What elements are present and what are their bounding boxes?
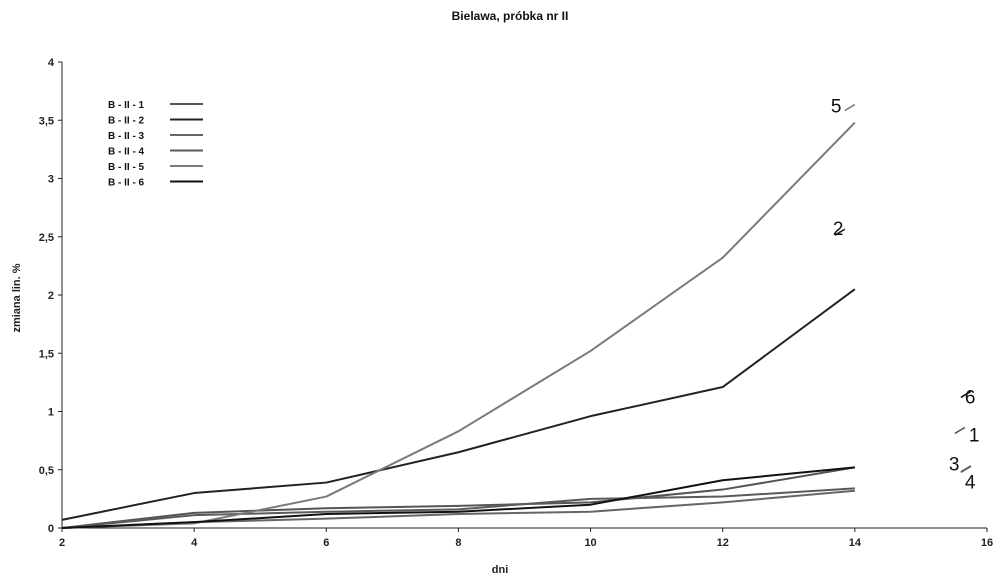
series-line-2 <box>61 288 856 521</box>
y-tick-label: 4 <box>48 57 55 69</box>
series-line-6 <box>61 466 855 529</box>
y-tick-label: 1,5 <box>39 348 54 360</box>
y-tick-label: 0 <box>48 523 54 535</box>
series-line-1 <box>61 466 856 529</box>
x-ticks: 2 4 6 8 10 12 14 16 <box>59 528 993 549</box>
chart-title: Bielawa, próbka nr II <box>452 9 569 23</box>
legend-entry-label: B - II - 5 <box>108 162 145 173</box>
series-line-4 <box>61 487 855 529</box>
series-lines <box>61 121 856 529</box>
legend-entry-label: B - II - 1 <box>108 100 145 111</box>
end-labels: 1 2 34 5 6 <box>831 97 980 494</box>
series-end-label-3: 3 <box>949 455 960 476</box>
x-tick-label: 16 <box>981 537 993 549</box>
x-axis-label: dni <box>492 564 509 576</box>
legend-entry-label: B - II - 2 <box>108 116 145 127</box>
x-tick-label: 8 <box>455 537 461 549</box>
y-axis-label: zmiana lin. % <box>11 263 23 332</box>
x-tick-label: 2 <box>59 537 65 549</box>
legend-entry-label: B - II - 6 <box>108 178 145 189</box>
x-tick-label: 4 <box>191 537 198 549</box>
y-ticks: 0 0,5 1 1,5 2 2,5 3 3,5 4 <box>39 57 62 535</box>
series-end-label-4: 4 <box>965 472 976 493</box>
x-tick-label: 10 <box>584 537 596 549</box>
y-tick-label: 2,5 <box>39 232 54 244</box>
series-line-5 <box>61 121 856 529</box>
y-tick-label: 1 <box>48 407 54 419</box>
end-label-leader <box>960 390 972 399</box>
legend: B - II - 1 B - II - 2 B - II - 3 B - II - 4… <box>108 100 203 189</box>
series-end-label-1: 1 <box>969 425 980 446</box>
series-end-label-2: 2 <box>833 219 844 240</box>
end-label-leader <box>834 228 846 236</box>
x-tick-label: 6 <box>323 537 329 549</box>
end-label-leader <box>844 103 856 112</box>
end-label-leader <box>954 426 966 435</box>
series-end-label-5: 5 <box>831 97 842 118</box>
y-tick-label: 3,5 <box>39 115 54 127</box>
series-end-label-6: 6 <box>965 387 976 408</box>
legend-entry-label: B - II - 4 <box>108 147 145 158</box>
end-label-leader <box>960 465 972 474</box>
y-tick-label: 3 <box>48 174 54 186</box>
y-tick-label: 2 <box>48 290 54 302</box>
x-tick-label: 14 <box>849 537 862 549</box>
legend-entry-label: B - II - 3 <box>108 131 145 142</box>
x-tick-label: 12 <box>717 537 729 549</box>
y-tick-label: 0,5 <box>39 465 54 477</box>
